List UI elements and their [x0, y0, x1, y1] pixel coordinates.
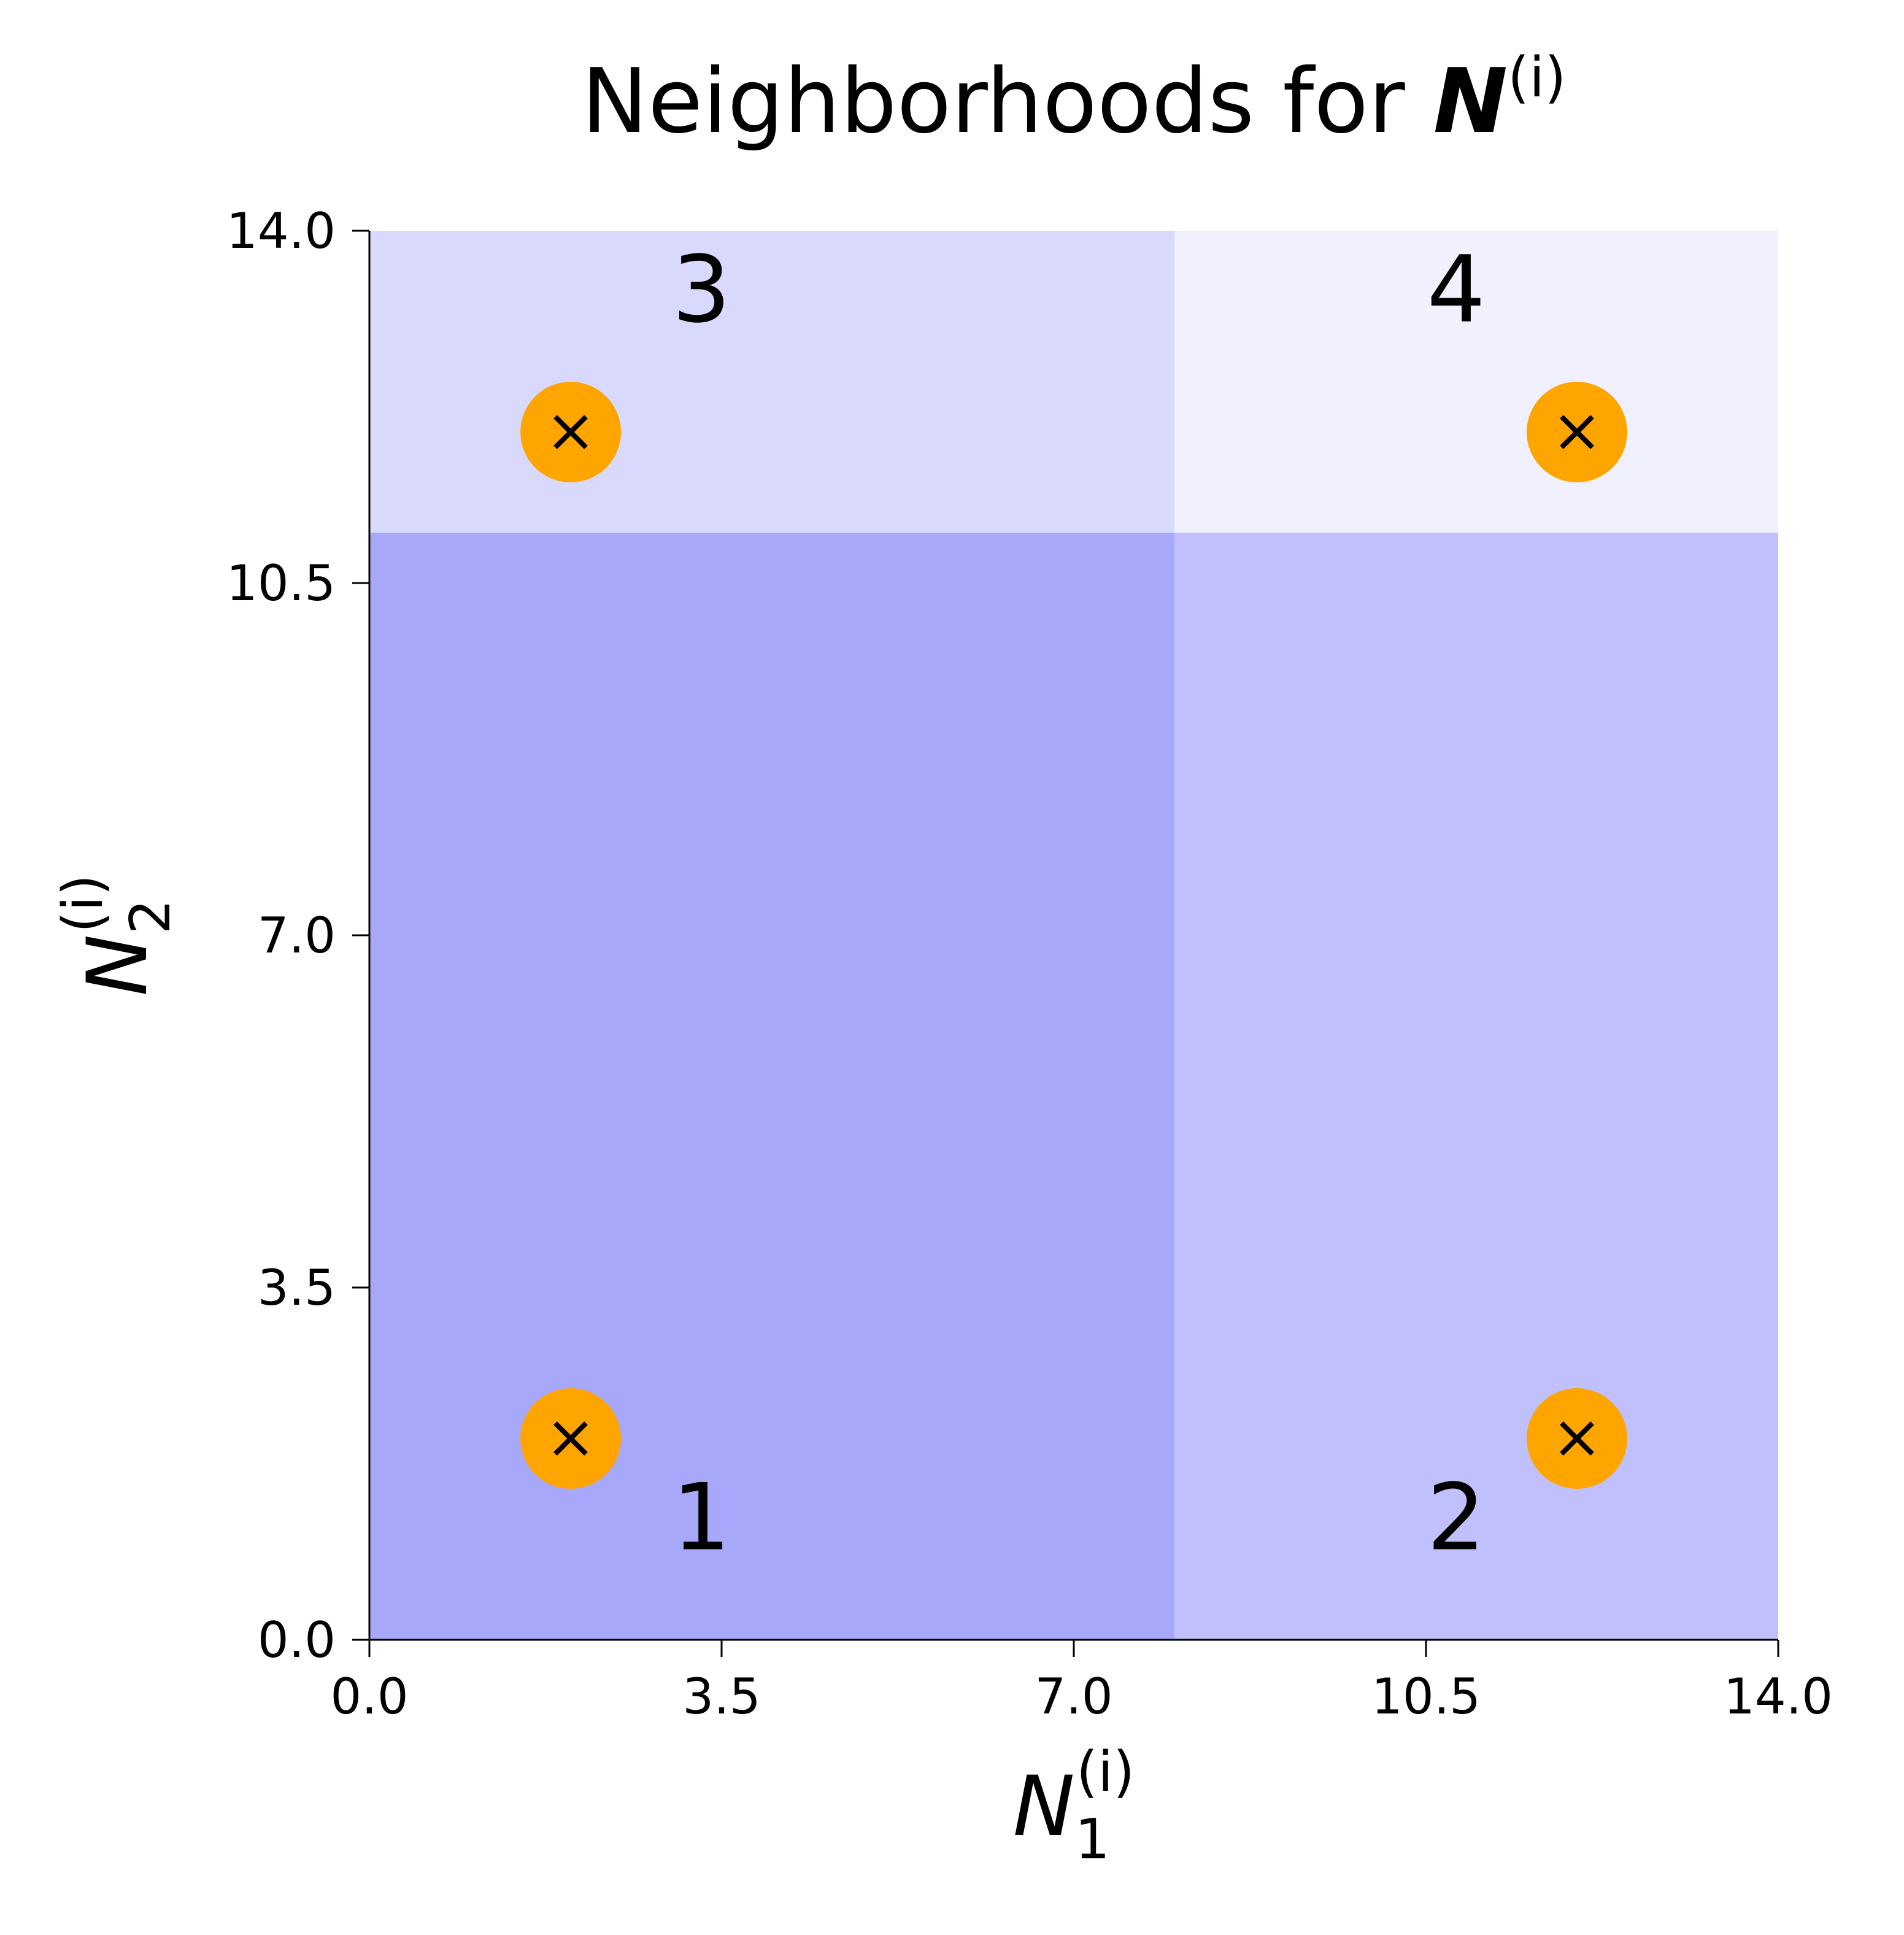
- x-tick-label: 0.0: [330, 1668, 408, 1725]
- region-3: [369, 231, 1174, 533]
- region-1: [369, 533, 1174, 1640]
- y-tick-label: 10.5: [226, 555, 336, 612]
- y-tick-label: 3.5: [258, 1259, 336, 1316]
- axes: 0.0 3.5 7.0 10.5 14.0 0.0 3.5 7.0 10.5 14.0: [226, 203, 1833, 1725]
- x-tick-label: 10.5: [1371, 1668, 1481, 1725]
- x-axis-label: N1(i): [1013, 1740, 1135, 1872]
- x-axis-label-symbol: N: [1013, 1758, 1075, 1855]
- chart-title-text: Neighborhoods for: [582, 50, 1433, 153]
- x-tick-label: 7.0: [1035, 1668, 1112, 1725]
- y-axis-label: N2(i): [51, 875, 183, 997]
- data-point: [1527, 382, 1627, 482]
- region-label-1: 1: [672, 1464, 730, 1571]
- chart-title: Neighborhoods for N(i): [582, 45, 1567, 153]
- point-marker-cross: [1560, 1421, 1594, 1456]
- chart-title-symbol: N: [1433, 50, 1508, 153]
- chart-title-superscript: (i): [1508, 45, 1566, 110]
- region-label-layer: 1 2 3 4: [672, 237, 1485, 1572]
- point-marker-cross: [553, 415, 588, 449]
- data-point: [520, 1388, 621, 1489]
- y-tick-label: 7.0: [258, 907, 336, 964]
- region-label-4: 4: [1427, 237, 1485, 344]
- y-ticks: 0.0 3.5 7.0 10.5 14.0: [226, 203, 369, 1669]
- y-axis-label-symbol: N: [69, 934, 166, 996]
- region-label-3: 3: [672, 237, 730, 344]
- region-4: [1174, 231, 1778, 533]
- region-2: [1174, 533, 1778, 1640]
- x-ticks: 0.0 3.5 7.0 10.5 14.0: [330, 1640, 1833, 1725]
- data-point: [1527, 1388, 1627, 1489]
- point-marker-cross: [1560, 415, 1594, 449]
- x-axis-label-subscript: 1: [1075, 1807, 1110, 1872]
- y-axis-label-subscript: 2: [118, 899, 183, 934]
- data-point: [520, 382, 621, 482]
- x-tick-label: 14.0: [1724, 1668, 1833, 1725]
- y-tick-label: 14.0: [226, 203, 336, 260]
- y-axis-label-superscript: (i): [51, 875, 115, 933]
- region-layer: [369, 231, 1778, 1640]
- x-axis-label-superscript: (i): [1076, 1740, 1135, 1804]
- x-tick-label: 3.5: [682, 1668, 760, 1725]
- y-tick-label: 0.0: [258, 1612, 336, 1669]
- point-marker-cross: [553, 1421, 588, 1456]
- point-layer: [520, 382, 1627, 1489]
- region-label-2: 2: [1427, 1464, 1485, 1571]
